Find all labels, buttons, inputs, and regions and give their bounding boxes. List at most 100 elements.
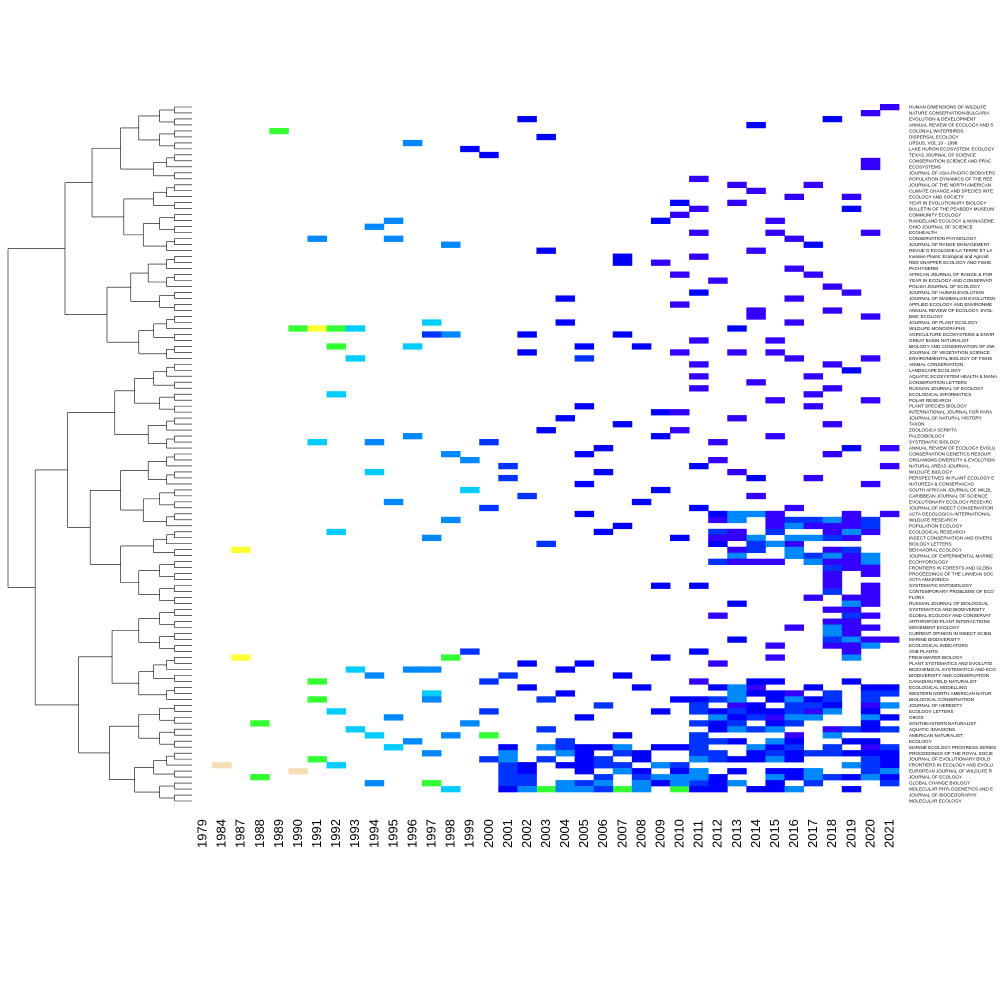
heatmap-cell	[307, 325, 327, 332]
heatmap-cell	[879, 726, 900, 733]
heatmap-cell	[860, 702, 881, 709]
heatmap-cell	[784, 522, 804, 530]
row-label: LAKE HURON ECOSYSTEM: ECOLOGY	[909, 146, 994, 151]
row-label: AQUATIC INVASIONS	[909, 727, 955, 732]
heatmap-cell	[784, 295, 804, 302]
heatmap-cell	[498, 768, 518, 775]
heatmap-cell	[860, 738, 881, 745]
heatmap-cell	[746, 187, 766, 195]
heatmap-cell	[727, 726, 747, 733]
heatmap-cell	[708, 660, 728, 667]
heatmap-cell	[383, 217, 404, 224]
heatmap-cell	[708, 756, 728, 763]
column-label: 2011	[691, 820, 706, 848]
column-label: 2007	[614, 819, 629, 848]
heatmap-cell	[765, 217, 785, 224]
heatmap-cell	[841, 654, 862, 661]
row-label: SOUTHEASTERN NATURALIST	[909, 721, 976, 726]
heatmap-cell	[670, 534, 690, 542]
heatmap-cell	[746, 690, 766, 697]
heatmap-cell	[746, 534, 766, 542]
heatmap-cell	[288, 768, 308, 775]
heatmap-cell	[841, 516, 862, 524]
row-label: PALEOBIOLOGY	[909, 434, 945, 439]
heatmap-cell	[841, 564, 862, 571]
heatmap-cell	[784, 696, 804, 703]
heatmap-cell	[860, 744, 881, 751]
heatmap-cell	[746, 714, 766, 721]
heatmap-cell	[803, 558, 824, 565]
heatmap-cell	[689, 385, 709, 392]
heatmap-cell	[822, 708, 843, 715]
heatmap-cell	[822, 528, 843, 536]
row-label: TAXON	[909, 422, 924, 427]
heatmap-cell	[822, 630, 843, 637]
heatmap-cell	[708, 558, 728, 565]
column-labels: 1979 1984 1987 1988 1989 1990 1991 1992 1993 1994…	[195, 819, 897, 848]
heatmap-cell	[708, 612, 728, 619]
heatmap-cell	[784, 504, 804, 512]
heatmap-cell	[517, 115, 537, 123]
row-label: JOURNAL OF PLANT ECOLOGY	[909, 320, 978, 325]
row-label: REVUE D ECOLOGIE-LA TERRE ET LA	[909, 248, 993, 253]
heatmap-cell	[288, 325, 308, 332]
heatmap-cell	[746, 702, 766, 709]
row-label: FRONTIERS IN ECOLOGY AND EVOLU	[909, 763, 993, 768]
heatmap-cell	[689, 648, 709, 655]
column-label: 2003	[538, 819, 553, 848]
column-label: 1991	[309, 819, 324, 848]
heatmap-cell	[555, 738, 576, 745]
heatmap-cell	[765, 516, 785, 524]
heatmap-cell	[593, 762, 614, 769]
heatmap-cell	[498, 462, 518, 470]
heatmap-cell	[860, 163, 881, 171]
column-label: 1997	[424, 819, 439, 848]
heatmap-cell	[650, 582, 671, 589]
heatmap-cell	[479, 732, 499, 739]
heatmap-cell	[689, 756, 709, 763]
row-label: ECOLOGY AND SOCIETY	[909, 194, 964, 199]
heatmap-cell	[803, 373, 824, 380]
heatmap-cell	[689, 175, 709, 183]
column-label: 1995	[385, 819, 400, 848]
heatmap-cell	[689, 582, 709, 589]
heatmap-cell	[383, 498, 404, 506]
heatmap-cell	[364, 468, 385, 476]
heatmap-cell	[670, 271, 690, 278]
heatmap-cell	[803, 552, 824, 559]
column-label: 2012	[710, 819, 725, 848]
row-label: RANGELAND ECOLOGY & MANAGEME	[909, 218, 994, 223]
heatmap-cell	[402, 666, 423, 673]
heatmap-cell	[593, 780, 614, 787]
heatmap-cell	[345, 325, 366, 332]
heatmap-cell	[727, 546, 747, 554]
heatmap-cell	[860, 109, 881, 117]
heatmap-cell	[860, 355, 881, 362]
heatmap-cell	[822, 564, 843, 571]
heatmap-cell	[441, 241, 461, 248]
heatmap-cell	[746, 510, 766, 518]
heatmap-cell	[250, 720, 270, 727]
heatmap-cell	[784, 355, 804, 362]
heatmap-cell	[765, 690, 785, 697]
heatmap-cell	[765, 786, 785, 793]
heatmap-cell	[536, 756, 556, 763]
column-label: 2013	[729, 819, 744, 848]
heatmap-cell	[421, 534, 442, 542]
heatmap-cell	[555, 762, 576, 769]
row-label: BIOLOGICAL CONSERVATION	[909, 697, 974, 702]
heatmap-cell	[879, 510, 900, 518]
column-label: 2016	[786, 819, 801, 848]
heatmap-cell	[841, 522, 862, 530]
heatmap-cell	[727, 181, 747, 189]
heatmap-cell	[765, 714, 785, 721]
column-label: 2002	[519, 819, 534, 848]
heatmap-cell	[689, 205, 709, 212]
heatmap-cell	[727, 702, 747, 709]
heatmap-cell	[822, 642, 843, 649]
heatmap-cell	[345, 355, 366, 362]
heatmap-cell	[402, 738, 423, 745]
row-label: DISPERSAL ECOLOGY	[909, 135, 959, 140]
row-label: COLONIAL WATERBIRDS	[909, 129, 963, 134]
heatmap-cell	[765, 720, 785, 727]
